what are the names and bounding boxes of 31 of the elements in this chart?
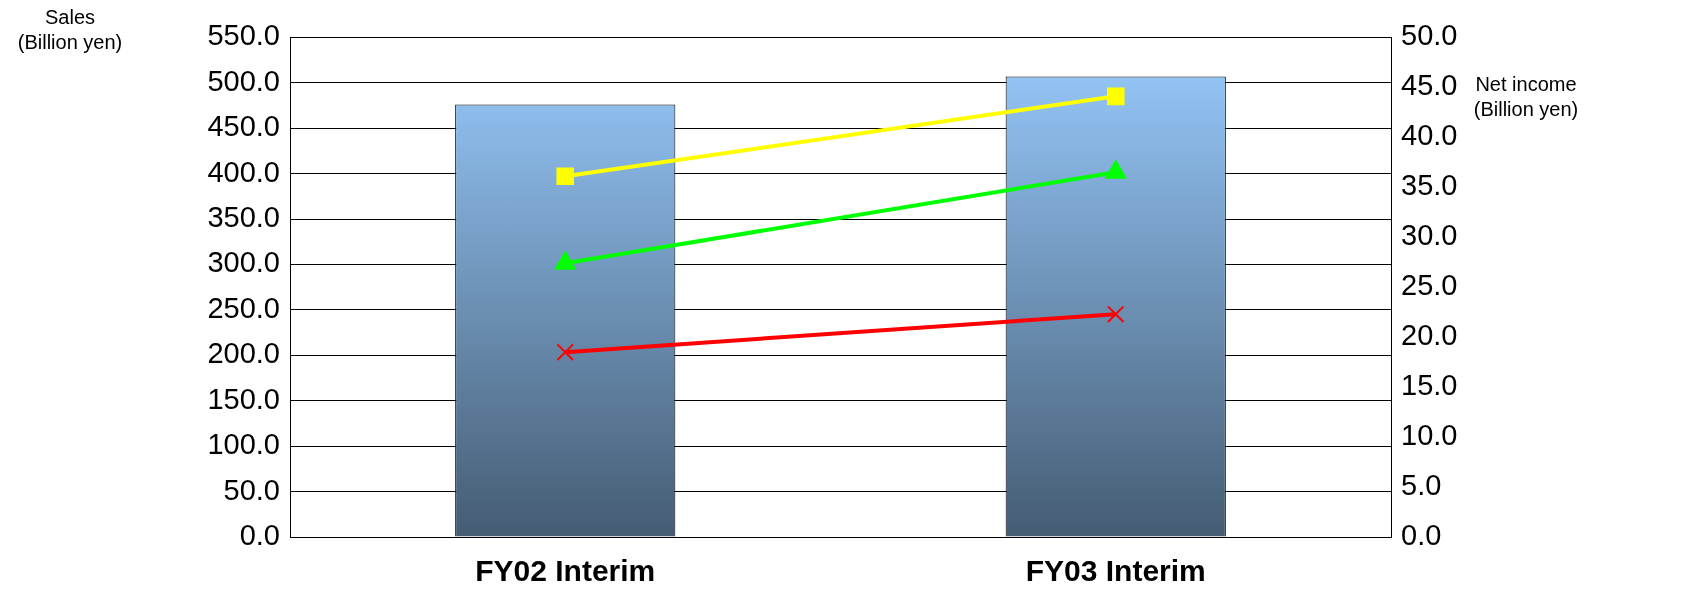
y2-tick-label: 25.0 — [1401, 269, 1458, 302]
point — [556, 167, 575, 186]
y2-tick-label: 40.0 — [1401, 119, 1458, 152]
y2-axis-title: Net income (Billion yen) — [1473, 72, 1579, 120]
y-tick-label: 200.0 — [207, 337, 280, 370]
point — [1106, 305, 1125, 323]
point — [556, 343, 575, 361]
y2-tick-label: 30.0 — [1401, 219, 1458, 252]
y2-tick-label: 10.0 — [1401, 419, 1458, 452]
y-tick-label: 250.0 — [207, 291, 280, 324]
y-axis-title: Sales (Billion yen) — [17, 5, 123, 53]
y-tick-label: 300.0 — [207, 246, 280, 279]
y2-tick-label: 45.0 — [1401, 69, 1458, 102]
y2-tick-label: 50.0 — [1401, 19, 1458, 52]
y-tick-label: 500.0 — [207, 64, 280, 97]
x-tick-label: FY02 Interim — [475, 554, 656, 588]
y2-tick-label: 0.0 — [1401, 519, 1442, 551]
y-tick-label: 150.0 — [207, 382, 280, 415]
y2-tick-label: 20.0 — [1401, 319, 1458, 352]
y-tick-label: 550.0 — [207, 19, 280, 52]
y-tick-label: 450.0 — [207, 110, 280, 143]
y-tick-label: 100.0 — [207, 428, 280, 461]
y2-tick-label: 5.0 — [1401, 469, 1442, 502]
y-tick-label: 50.0 — [223, 473, 280, 506]
y-tick-label: 0.0 — [239, 519, 280, 551]
y2-tick-label: 15.0 — [1401, 369, 1458, 402]
point — [1106, 87, 1125, 106]
y-tick-label: 400.0 — [207, 155, 280, 188]
x-tick-label: FY03 Interim — [1025, 554, 1206, 588]
y2-tick-label: 35.0 — [1401, 169, 1458, 202]
y-tick-label: 350.0 — [207, 201, 280, 234]
